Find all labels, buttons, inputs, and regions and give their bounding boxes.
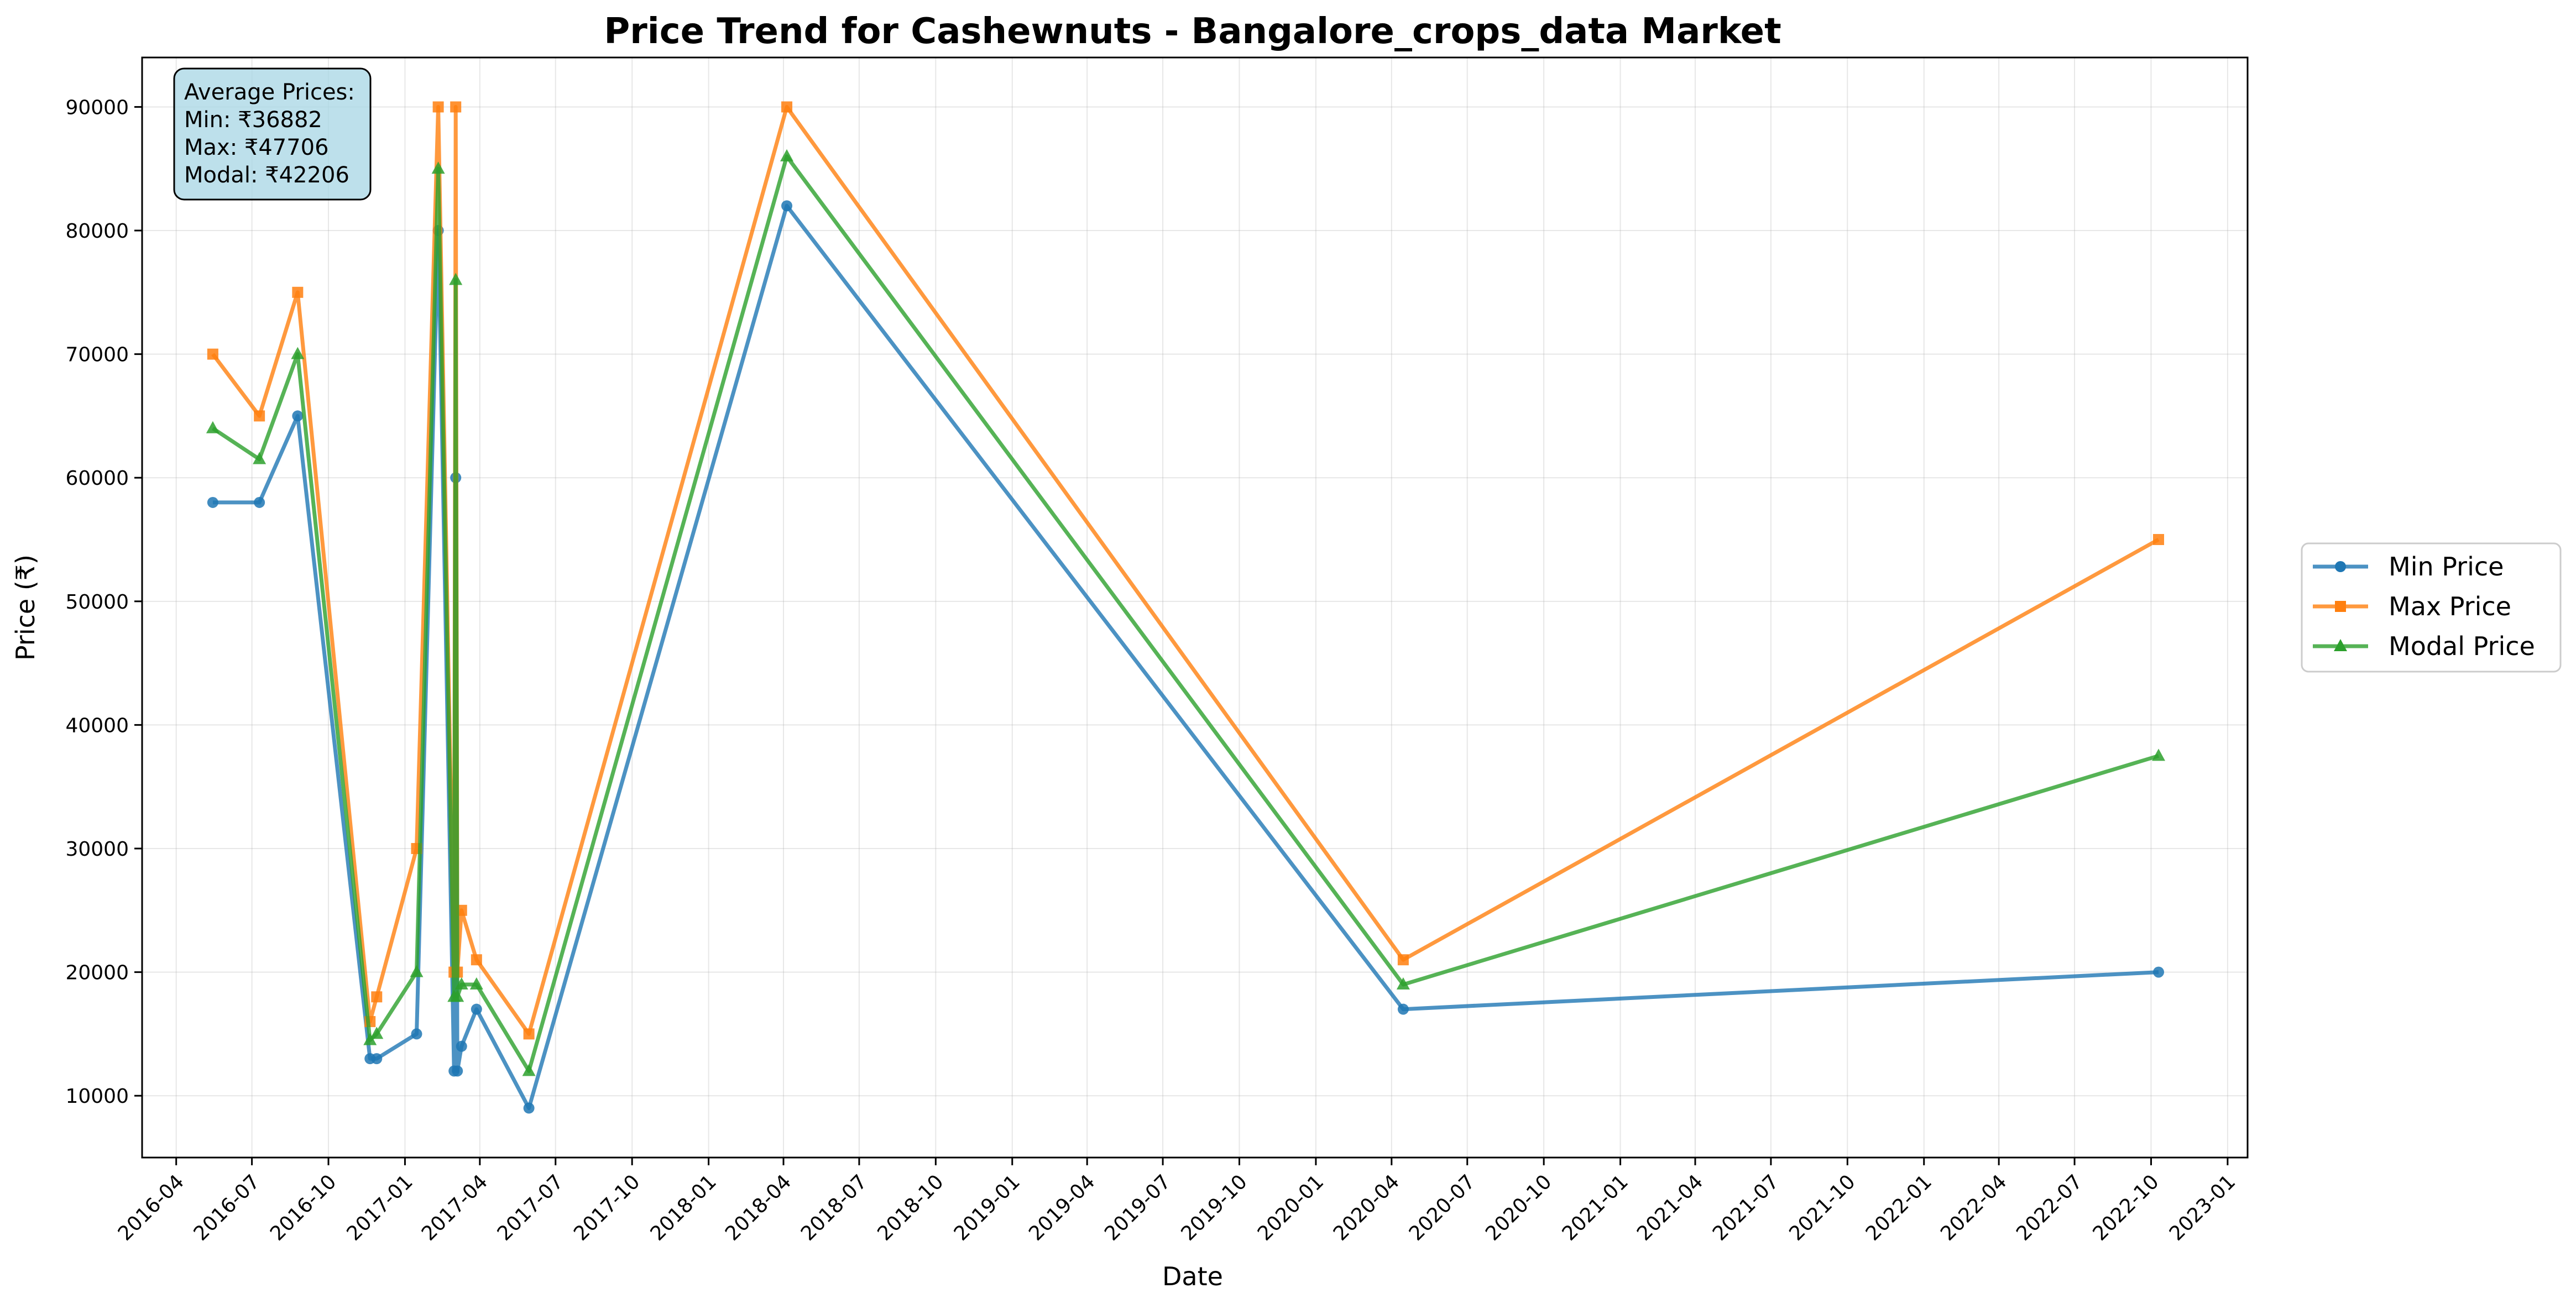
max-price-point: [1397, 954, 1409, 966]
max-price-legend-label: Max Price: [2389, 591, 2511, 621]
y-tick-label: 60000: [65, 467, 129, 490]
min-price-point: [781, 200, 793, 212]
modal-price-point: [206, 421, 220, 433]
modal-price-line: [211, 154, 2160, 1073]
modal-price-point: [469, 977, 483, 989]
min-price-point: [1397, 1003, 1409, 1015]
min-price-point: [207, 496, 218, 508]
modal-price-point: [363, 1033, 377, 1045]
modal-price-point: [780, 149, 794, 161]
min-price-point: [411, 1028, 422, 1040]
average-prices-box-bg: [173, 67, 372, 201]
modal-price-point: [291, 347, 305, 359]
min-price-point: [292, 410, 304, 422]
series-layer: [206, 101, 2166, 1114]
modal-price-series: [206, 149, 2166, 1076]
legend: Min Price Max Price Modal Price: [2301, 542, 2562, 673]
plot-frame: [141, 56, 2249, 1159]
max-price-point: [450, 101, 462, 113]
average-min: Min: ₹36882: [184, 107, 322, 133]
max-price-point: [292, 286, 304, 298]
average-max: Max: ₹47706: [184, 135, 329, 160]
modal-price-point: [1396, 977, 1410, 989]
modal-price-legend-label: Modal Price: [2389, 631, 2535, 661]
min-price-point: [254, 496, 265, 508]
max-price-point: [371, 991, 383, 1003]
average-prices-box: Average Prices: Min: ₹36882 Max: ₹47706 …: [173, 67, 372, 201]
modal-price-point: [2152, 748, 2166, 761]
min-price-point: [452, 1065, 463, 1077]
y-axis-label: Price (₹): [11, 554, 40, 661]
y-tick-label: 20000: [65, 962, 129, 985]
modal-price-legend-marker: [2334, 639, 2347, 651]
y-tick-label: 30000: [65, 838, 129, 861]
min-price-point: [371, 1053, 383, 1065]
max-price-point: [207, 348, 218, 360]
max-price-legend-marker: [2335, 601, 2346, 612]
y-tick-label: 80000: [65, 220, 129, 243]
max-price-point: [432, 101, 444, 113]
y-tick-label: 10000: [65, 1085, 129, 1108]
max-price-point: [254, 410, 265, 422]
y-tick-label: 40000: [65, 714, 129, 737]
legend-frame: [2301, 542, 2562, 673]
modal-price-point: [449, 273, 463, 285]
chart-title: Price Trend for Cashewnuts - Bangalore_c…: [604, 11, 1781, 52]
min-price-point: [471, 1003, 482, 1015]
max-price-point: [2153, 534, 2165, 546]
average-modal: Modal: ₹42206: [184, 163, 349, 188]
min-price-point: [2153, 966, 2165, 978]
max-price-point: [523, 1028, 535, 1040]
gridlines: [142, 57, 2248, 1158]
modal-price-point: [431, 161, 445, 174]
min-price-legend-label: Min Price: [2389, 552, 2504, 582]
average-prices-title: Average Prices:: [184, 80, 355, 105]
x-axis-label: Date: [1162, 1261, 1223, 1291]
modal-price-point: [454, 977, 468, 989]
modal-price-point: [253, 452, 267, 464]
modal-price-point: [370, 1027, 384, 1039]
max-price-point: [781, 101, 793, 113]
modal-price-point: [451, 989, 464, 1002]
modal-price-point: [522, 1064, 536, 1076]
modal-price-point: [410, 965, 424, 977]
y-tick-label: 90000: [65, 96, 129, 119]
min-price-point: [523, 1102, 535, 1114]
y-tick-label: 50000: [65, 591, 129, 614]
max-price-point: [471, 954, 482, 966]
y-tick-label: 70000: [65, 344, 129, 366]
min-price-legend-marker: [2335, 561, 2346, 572]
min-price-point: [456, 1040, 467, 1052]
